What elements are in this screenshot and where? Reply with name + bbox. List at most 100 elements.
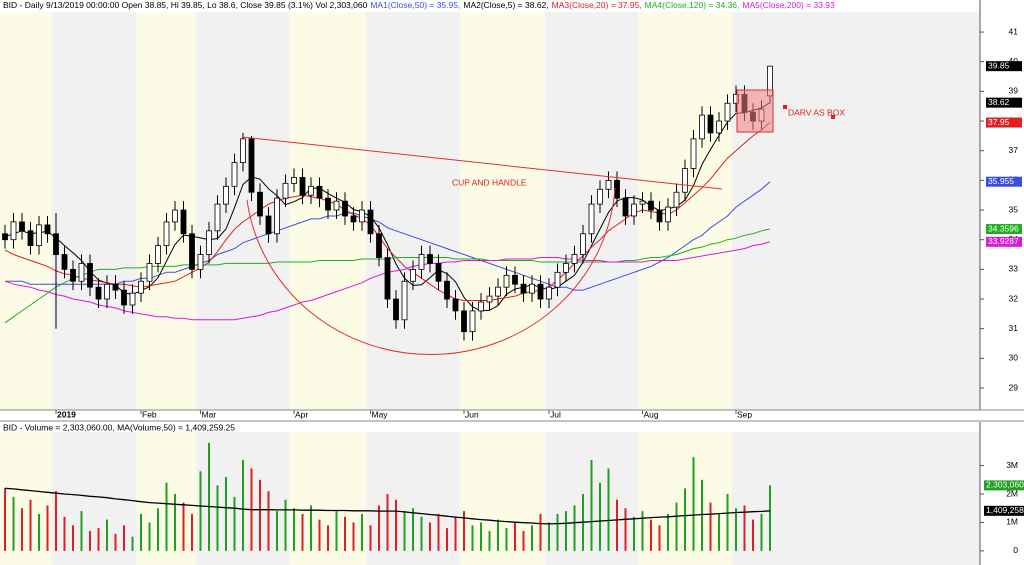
volume-bar (123, 525, 125, 551)
volume-bar (548, 522, 550, 551)
candle-body (316, 185, 323, 199)
volume-bar (216, 485, 219, 551)
candle-body (214, 203, 221, 232)
candle-body (452, 298, 459, 312)
y-tick-label: 33 (1009, 264, 1019, 274)
volume-bar (174, 494, 176, 551)
volume-bar (352, 522, 355, 551)
candle-body (87, 263, 93, 288)
candle-body (129, 292, 136, 306)
volume-bar (318, 519, 321, 551)
candle-body (163, 221, 170, 247)
y-tick-label: 31 (1009, 323, 1019, 333)
trend-line (241, 136, 723, 190)
volume-bar (531, 525, 533, 551)
volume-bar (760, 513, 763, 551)
candle-body (180, 209, 187, 235)
volume-bar (692, 457, 695, 551)
candle-body (359, 209, 365, 223)
volume-bar (471, 525, 474, 551)
candle-body (529, 283, 535, 294)
volume-bar (21, 508, 23, 551)
value-badge (984, 505, 1024, 516)
volume-bar (573, 505, 576, 551)
candle-body (707, 114, 714, 134)
month-band (366, 12, 460, 410)
month-band (638, 12, 732, 410)
y-tick-label: 40 (1009, 56, 1019, 66)
candle-body (656, 209, 663, 223)
volume-bar (267, 491, 270, 551)
x-tick-label: Feb (142, 409, 157, 419)
candle-body (138, 280, 144, 294)
badge-label: 37.95 (988, 117, 1010, 127)
value-badge (986, 236, 1022, 247)
candle-body (427, 254, 433, 264)
candle-body (503, 274, 510, 288)
volume-bar (752, 519, 754, 551)
volume-bar (667, 513, 669, 551)
y-tick-label: 37 (1009, 145, 1019, 155)
value-badge (986, 176, 1022, 187)
volume-bar (225, 476, 227, 551)
candle-body (172, 209, 178, 223)
y-tick-label: 35 (1009, 204, 1019, 214)
candle-body (622, 197, 629, 217)
volume-bar (505, 528, 508, 551)
candle-body (546, 286, 552, 300)
candle-body (571, 254, 578, 264)
candle-body (240, 138, 246, 163)
annotation: DARV AS BOX (788, 107, 845, 117)
value-badge (984, 480, 1024, 491)
volume-bar (386, 494, 389, 551)
cup-arc (246, 187, 616, 356)
volume-bar (463, 511, 465, 551)
candle-body (36, 224, 42, 247)
candle-body (70, 268, 76, 282)
volume-bar (131, 536, 134, 551)
candle-body (44, 224, 51, 235)
x-tick-label: Jun (465, 409, 479, 419)
volume-bar (641, 511, 644, 551)
volume-bar (522, 530, 525, 551)
volume-bar (429, 522, 431, 551)
candle-body (248, 138, 255, 193)
candle-body (197, 254, 204, 270)
candle-body (605, 179, 612, 190)
volume-bar (29, 499, 32, 551)
month-band (459, 12, 545, 410)
x-tick-label: May (372, 409, 389, 419)
badge-label: 34.3596 (988, 223, 1019, 233)
candle-body (257, 191, 263, 217)
volume-bar (344, 516, 346, 551)
volume-bar (97, 528, 100, 551)
candle-body (333, 200, 340, 211)
candle-body (53, 233, 59, 255)
month-band (51, 12, 137, 410)
y-tick-label: 1M (1006, 517, 1018, 527)
volume-bar (335, 511, 338, 551)
volume-bar (624, 508, 627, 551)
candle-body (10, 221, 17, 241)
x-tick-label: Apr (295, 409, 308, 419)
volume-bar (650, 519, 652, 551)
candle-body (435, 263, 442, 282)
candle-body (206, 230, 212, 255)
candle-body (690, 138, 697, 169)
candle-body (597, 188, 603, 205)
candle-body (393, 298, 399, 321)
candle-body (724, 102, 731, 122)
box-marker (831, 115, 835, 119)
volume-bar (437, 513, 440, 551)
series-label: MA4(Close,120) = 34.36, (645, 0, 740, 10)
candle-body (146, 263, 153, 282)
candle-body (350, 215, 357, 223)
candle-body (486, 295, 493, 303)
month-band (136, 12, 197, 410)
y-tick-label: 3M (1006, 460, 1018, 470)
series-label: MA5(Close,200) = 33.93 (742, 0, 835, 10)
volume-bar (412, 508, 414, 551)
candle-body (121, 289, 127, 306)
volume-bar (709, 502, 712, 551)
volume-bar (684, 488, 686, 551)
